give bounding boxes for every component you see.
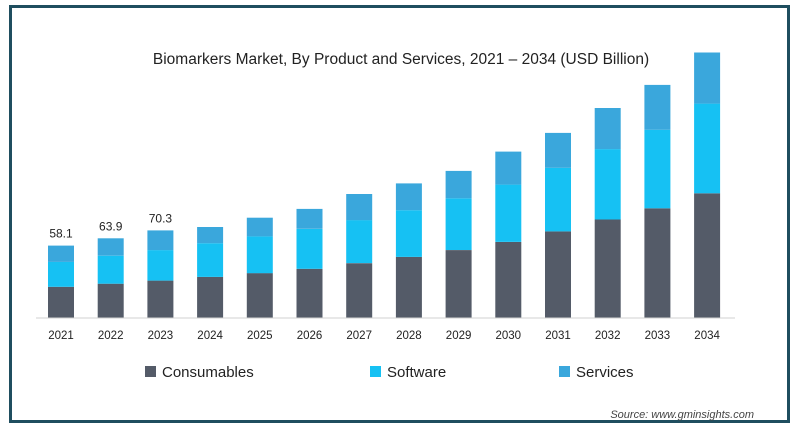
bar-services-2032	[594, 108, 621, 150]
x-tick-label: 2027	[346, 330, 372, 342]
bar-services-2033	[644, 84, 671, 130]
bar-services-2022	[97, 238, 124, 256]
bar-consumables-2029	[445, 250, 472, 318]
x-tick-label: 2033	[645, 330, 671, 342]
data-label: 58.1	[49, 227, 73, 241]
legend-label-services: Services	[576, 364, 634, 381]
x-tick-label: 2025	[247, 330, 273, 342]
bar-software-2034	[694, 103, 721, 194]
bars-group	[48, 52, 721, 318]
bar-software-2033	[644, 129, 671, 209]
data-labels: 58.1 63.9 70.3	[49, 211, 172, 240]
bar-software-2030	[495, 184, 522, 242]
bar-software-2023	[147, 250, 174, 281]
x-tick-label: 2030	[496, 330, 522, 342]
x-tick-label: 2032	[595, 330, 621, 342]
bar-services-2034	[694, 52, 721, 104]
legend-label-software: Software	[387, 364, 446, 381]
source-note: Source: www.gminsights.com	[610, 409, 754, 421]
bar-software-2027	[346, 220, 373, 264]
chart-title: Biomarkers Market, By Product and Servic…	[153, 51, 649, 68]
bar-software-2032	[594, 149, 621, 220]
legend-swatch-software	[370, 366, 381, 377]
bar-consumables-2025	[246, 273, 273, 318]
legend-swatch-consumables	[145, 366, 156, 377]
bar-services-2023	[147, 230, 174, 251]
bar-consumables-2034	[694, 193, 721, 318]
bar-consumables-2022	[97, 283, 124, 318]
bar-software-2021	[48, 261, 74, 287]
bar-software-2024	[197, 243, 224, 277]
bar-consumables-2024	[197, 276, 224, 318]
data-label: 63.9	[99, 219, 123, 233]
x-tick-label: 2028	[396, 330, 422, 342]
bar-software-2029	[445, 198, 472, 250]
x-tick-label: 2031	[545, 330, 571, 342]
x-tick-label: 2021	[48, 330, 74, 342]
bar-services-2025	[246, 217, 273, 237]
bar-services-2026	[296, 208, 323, 229]
x-tick-label: 2034	[694, 330, 720, 342]
legend: Consumables Software Services	[145, 364, 634, 381]
x-tick-label: 2023	[148, 330, 174, 342]
x-tick-label: 2022	[98, 330, 124, 342]
bar-consumables-2023	[147, 280, 174, 318]
x-tick-label: 2026	[297, 330, 323, 342]
bar-consumables-2028	[395, 256, 422, 318]
bar-services-2028	[395, 183, 422, 211]
bar-services-2024	[197, 227, 224, 244]
bar-services-2031	[545, 132, 571, 168]
bar-software-2022	[97, 255, 124, 284]
bar-consumables-2027	[346, 263, 373, 318]
bar-services-2029	[445, 170, 472, 199]
bar-software-2026	[296, 228, 323, 269]
x-tick-label: 2029	[446, 330, 472, 342]
data-label: 70.3	[149, 211, 173, 225]
bar-consumables-2033	[644, 208, 671, 318]
bar-software-2028	[395, 210, 422, 257]
bar-consumables-2031	[545, 231, 571, 318]
bar-services-2027	[346, 194, 373, 221]
bar-software-2031	[545, 167, 571, 232]
bar-consumables-2026	[296, 268, 323, 318]
x-tick-label: 2024	[197, 330, 223, 342]
bar-services-2021	[48, 245, 74, 262]
x-tick-labels: 2021 2022 2023 2024 2025 2026 2027 2028 2029 2030…	[48, 330, 720, 342]
bar-services-2030	[495, 151, 522, 185]
legend-label-consumables: Consumables	[162, 364, 254, 381]
bar-consumables-2030	[495, 242, 522, 318]
bar-software-2025	[246, 236, 273, 274]
bar-consumables-2032	[594, 219, 621, 318]
bar-consumables-2021	[48, 286, 74, 318]
legend-swatch-services	[559, 366, 570, 377]
